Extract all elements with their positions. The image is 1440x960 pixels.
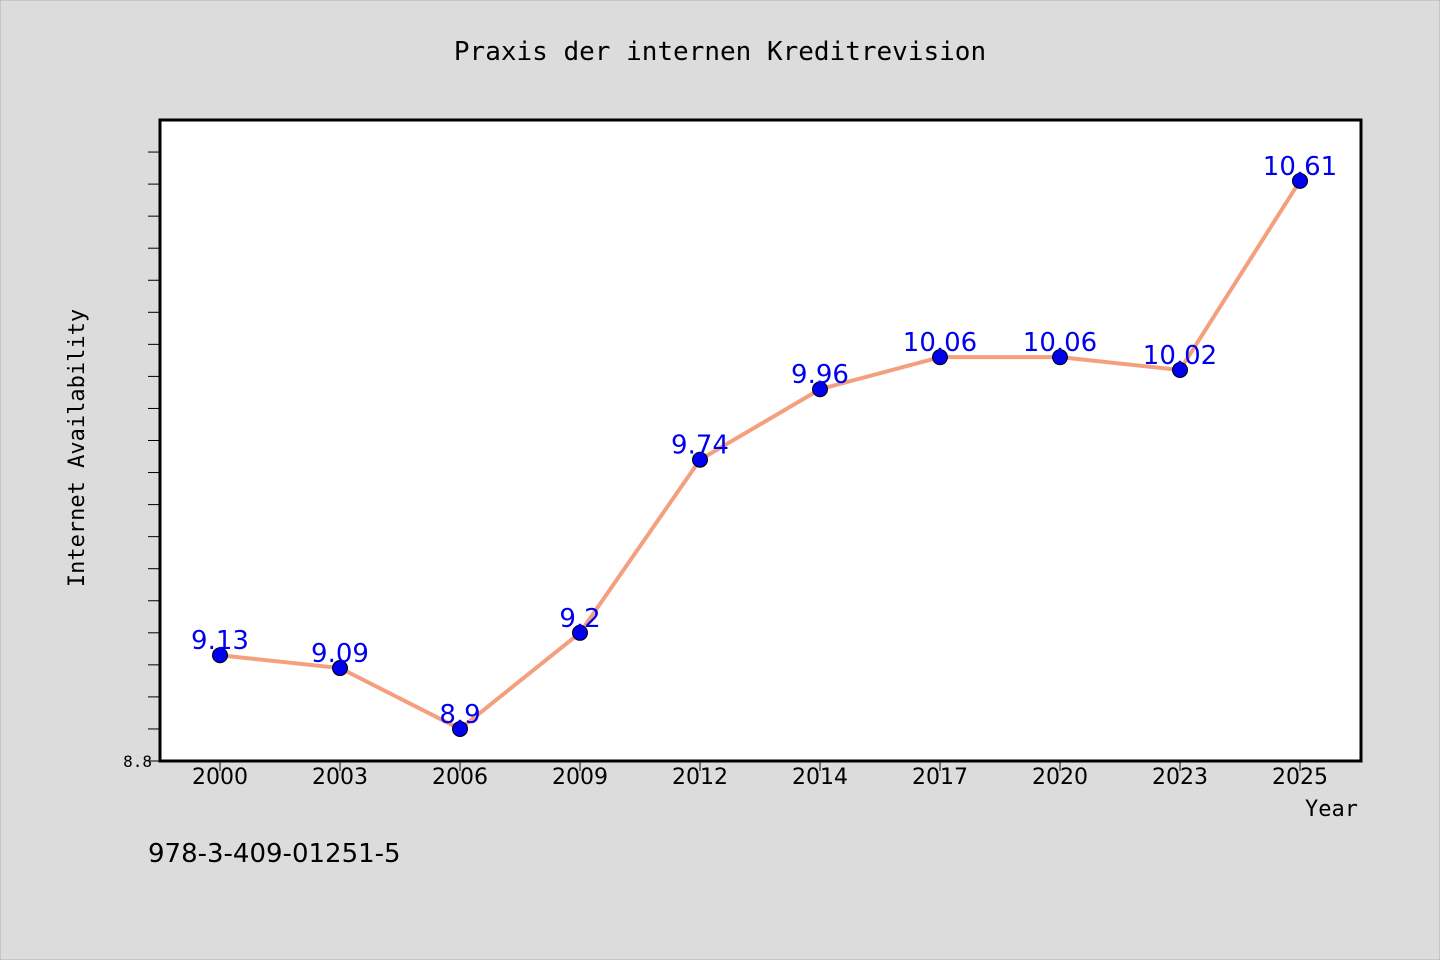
x-tick-label: 2020 <box>1032 765 1088 790</box>
chart-title: Praxis der internen Kreditrevision <box>454 37 986 67</box>
x-tick-label: 2009 <box>552 765 608 790</box>
data-point <box>1052 349 1068 366</box>
data-label: 9.13 <box>191 626 249 656</box>
data-point <box>212 647 228 664</box>
data-point <box>332 660 348 677</box>
y-tick-label: 8.8 <box>123 752 152 771</box>
data-label: 8.9 <box>439 700 480 730</box>
data-label: 9.74 <box>671 431 729 461</box>
x-tick-label: 2012 <box>672 765 728 790</box>
data-label: 9.2 <box>559 604 600 634</box>
y-axis-label: Internet Availability <box>65 309 90 587</box>
data-label: 10.02 <box>1143 341 1217 371</box>
data-point <box>1172 361 1188 378</box>
data-point <box>572 624 588 641</box>
x-tick-label: 2025 <box>1272 765 1328 790</box>
x-tick-label: 2017 <box>912 765 968 790</box>
annotation-text: 978-3-409-01251-5 <box>148 839 401 869</box>
data-label: 10.06 <box>903 328 977 358</box>
series-layer: 9.13 9.09 8.9 9.2 9.74 9.96 10.06 10.06 10.02 10.… <box>191 152 1337 737</box>
data-label: 10.06 <box>1023 328 1097 358</box>
x-tick-label: 2023 <box>1152 765 1208 790</box>
data-label: 9.09 <box>311 639 369 669</box>
y-axis-ticks: 8.8 <box>123 151 160 771</box>
x-axis-label: Year <box>1305 797 1358 822</box>
data-point <box>692 451 708 468</box>
x-axis-ticks: 2000 2003 2006 2009 2012 2014 2017 2020 2023 2025 <box>192 761 1328 790</box>
data-point <box>812 381 828 398</box>
plot-area <box>158 118 1363 763</box>
data-point <box>1292 172 1308 189</box>
data-point <box>932 349 948 366</box>
x-tick-label: 2006 <box>432 765 488 790</box>
x-tick-label: 2000 <box>192 765 248 790</box>
x-tick-label: 2003 <box>312 765 368 790</box>
data-point <box>452 720 468 737</box>
x-tick-label: 2014 <box>792 765 848 790</box>
data-label: 10.61 <box>1263 152 1337 182</box>
series-line <box>219 179 1302 731</box>
data-label: 9.96 <box>791 360 849 390</box>
